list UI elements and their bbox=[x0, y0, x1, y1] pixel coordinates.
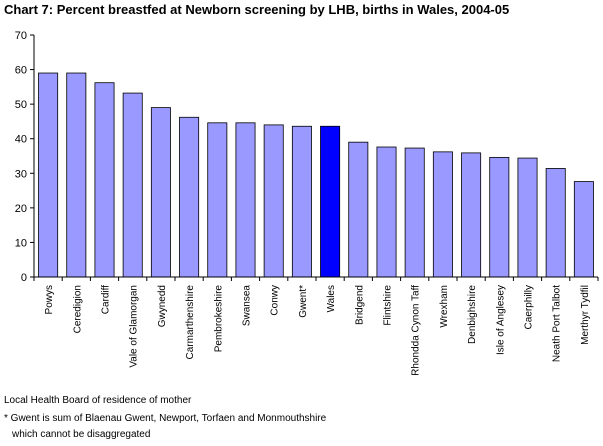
bar-cardiff bbox=[94, 82, 115, 278]
footnote-gwent: * Gwent is sum of Blaenau Gwent, Newport… bbox=[4, 413, 327, 424]
x-tick-label: Caerphilly bbox=[524, 285, 535, 329]
x-tick-label: Bridgend bbox=[354, 285, 365, 325]
bar-wrexham bbox=[432, 151, 453, 278]
y-tick-label: 20 bbox=[15, 203, 27, 215]
bars bbox=[38, 72, 594, 278]
bar-merthyr-tydfil bbox=[573, 181, 594, 278]
x-tick-label: Carmarthenshire bbox=[185, 285, 196, 360]
bar-chart: 0 10 20 30 40 50 60 70 Powys Ceredigion Cardiff Va… bbox=[15, 30, 599, 376]
x-tick-label: Swansea bbox=[242, 285, 253, 327]
bar-neath-port-talbot bbox=[545, 168, 566, 278]
bar-pembrokeshire bbox=[207, 122, 228, 278]
x-tick-label: Wrexham bbox=[439, 285, 450, 328]
chart-title: Chart 7: Percent breastfed at Newborn sc… bbox=[4, 2, 510, 17]
bar-caerphilly bbox=[517, 157, 538, 278]
bar-rhondda-cynon-taff bbox=[404, 147, 425, 278]
footnote-disaggregated: which cannot be disaggregated bbox=[12, 429, 151, 440]
x-tick-label: Isle of Anglesey bbox=[495, 285, 506, 355]
x-axis: Powys Ceredigion Cardiff Vale of Glamorgan G… bbox=[33, 276, 599, 376]
x-tick-label: Gwynedd bbox=[157, 285, 168, 327]
bar-conwy bbox=[263, 124, 284, 278]
y-tick-label: 70 bbox=[15, 30, 27, 42]
bar-swansea bbox=[235, 122, 256, 278]
x-tick-label: Denbighshire bbox=[467, 285, 478, 344]
x-tick-label: Wales bbox=[326, 285, 337, 312]
x-tick-label: Powys bbox=[44, 285, 55, 314]
bar-gwent bbox=[291, 125, 312, 278]
x-tick-label: Vale of Glamorgan bbox=[129, 285, 140, 368]
y-tick-label: 50 bbox=[15, 99, 27, 111]
bar-bridgend bbox=[348, 141, 369, 278]
footnote-lhb: Local Health Board of residence of mothe… bbox=[4, 395, 192, 406]
x-tick-label: Flintshire bbox=[383, 285, 394, 326]
bar-flintshire bbox=[376, 146, 397, 278]
y-axis: 0 10 20 30 40 50 60 70 bbox=[15, 30, 35, 284]
x-tick-label: Pembrokeshire bbox=[213, 285, 224, 353]
bar-wales bbox=[320, 125, 341, 278]
bar-carmarthenshire bbox=[179, 116, 200, 278]
bar-denbighshire bbox=[461, 152, 482, 278]
y-tick-label: 0 bbox=[21, 272, 27, 284]
x-tick-label: Merthyr Tydfil bbox=[580, 285, 591, 345]
y-tick-label: 30 bbox=[15, 168, 27, 180]
bar-powys bbox=[38, 72, 59, 278]
bar-ceredigion bbox=[66, 72, 87, 278]
bar-gwynedd bbox=[150, 107, 171, 278]
x-tick-label: Cardiff bbox=[101, 285, 112, 314]
bar-isle-of-anglesey bbox=[489, 156, 510, 278]
x-tick-label: Neath Port Talbot bbox=[552, 285, 563, 362]
bar-vale-of-glamorgan bbox=[122, 92, 143, 278]
y-tick-label: 60 bbox=[15, 65, 27, 77]
y-tick-label: 40 bbox=[15, 134, 27, 146]
x-tick-label: Ceredigion bbox=[72, 285, 83, 333]
x-tick-label: Gwent* bbox=[298, 285, 309, 318]
x-tick-label: Rhondda Cynon Taff bbox=[411, 285, 422, 376]
x-tick-label: Conwy bbox=[270, 285, 281, 316]
y-tick-label: 10 bbox=[15, 237, 27, 249]
